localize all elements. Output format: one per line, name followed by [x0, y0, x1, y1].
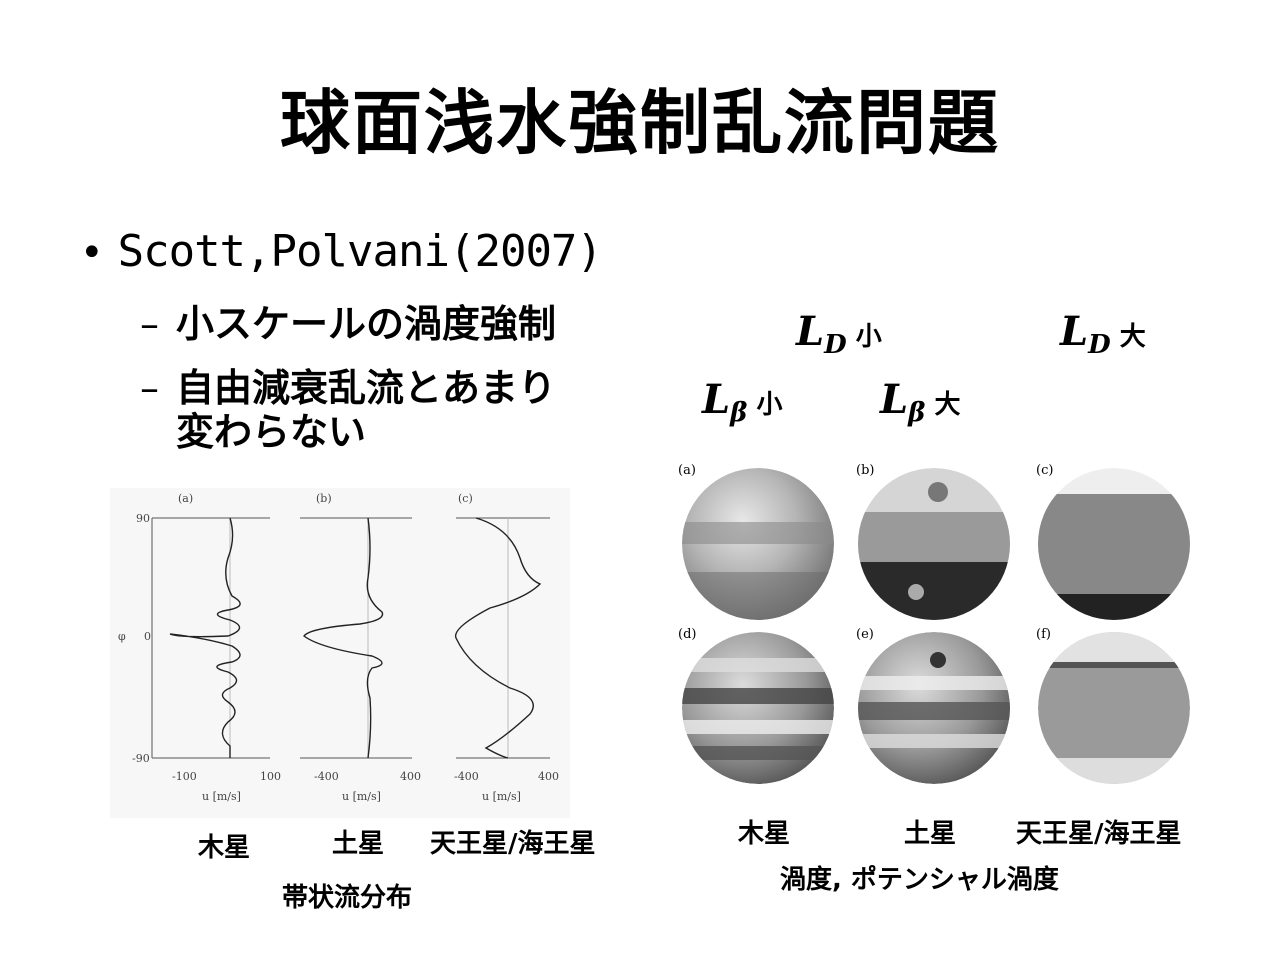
sphere-letter-a: (a) — [678, 463, 696, 478]
bullet-sub-2: – 自由減衰乱流とあまり 変わらない — [140, 366, 556, 454]
panel-letter: (a) — [178, 492, 193, 505]
slide-title: 球面浅水強制乱流問題 — [280, 82, 1000, 164]
bullet-main-text: Scott,Polvani(2007) — [117, 226, 603, 277]
bullet-sub-2-text-line2: 変わらない — [176, 410, 367, 454]
lb-symbol: Lβ — [702, 376, 748, 429]
caption-zonal-flow: 帯状流分布 — [282, 883, 413, 913]
x-label: u [m/s] — [342, 790, 381, 803]
caption-jupiter-sphere: 木星 — [738, 819, 791, 849]
y-axis-label: φ — [118, 630, 126, 643]
x-min: -400 — [314, 770, 339, 783]
bullet-sub-2-text-line1: 自由減衰乱流とあまり — [176, 366, 557, 410]
bullet-sub-1-text: 小スケールの渦度強制 — [176, 302, 557, 346]
sphere-c — [1038, 468, 1190, 620]
x-label: u [m/s] — [202, 790, 241, 803]
y-tick-0: 0 — [144, 630, 151, 643]
x-max: 400 — [400, 770, 421, 783]
ld-symbol: LD — [796, 308, 847, 361]
sphere-b — [858, 468, 1010, 620]
x-max: 400 — [538, 770, 559, 783]
caption-saturn-profile: 土星 — [332, 829, 385, 859]
bullet-main: • Scott,Polvani(2007) — [80, 226, 603, 279]
caption-uranus-neptune-profile: 天王星/海王星 — [430, 829, 596, 859]
sphere-letter-f: (f) — [1036, 627, 1051, 642]
ld-symbol: LD — [1060, 308, 1111, 361]
zonal-profile-figure: φ 90 0 -90 (a) -100 100 u [m/s] (b) -400… — [110, 488, 570, 818]
sphere-letter-b: (b) — [856, 463, 874, 478]
lb-large-label: 大 — [934, 390, 961, 420]
panel-letter: (b) — [316, 492, 332, 505]
sphere-f — [1038, 632, 1190, 784]
sphere-letter-e: (e) — [856, 627, 874, 642]
caption-uranus-neptune-sphere: 天王星/海王星 — [1016, 819, 1182, 849]
sphere-d — [682, 632, 834, 784]
sphere-e — [858, 632, 1010, 784]
sphere-letter-d: (d) — [678, 627, 696, 642]
sphere-a — [682, 468, 834, 620]
vorticity-spheres-figure: (a) (b) (c) (d) (e) (f) — [678, 463, 1190, 784]
x-min: -100 — [172, 770, 197, 783]
bullet-sub-1: – 小スケールの渦度強制 — [140, 302, 556, 346]
param-ld-large: LD 大 — [1060, 312, 1146, 361]
param-lb-small: Lβ 小 — [702, 380, 783, 429]
caption-jupiter-profile: 木星 — [198, 833, 251, 863]
param-ld-small: LD 小 — [796, 312, 882, 361]
profile-panel-b: (b) -400 400 u [m/s] — [300, 492, 421, 803]
x-min: -400 — [454, 770, 479, 783]
param-lb-large: Lβ 大 — [880, 380, 961, 429]
profile-panel-c: (c) -400 400 u [m/s] — [454, 492, 559, 803]
bullet-dot: • — [80, 230, 104, 276]
lb-small-label: 小 — [756, 390, 783, 420]
sphere-letter-c: (c) — [1036, 463, 1053, 478]
x-label: u [m/s] — [482, 790, 521, 803]
panel-letter: (c) — [458, 492, 473, 505]
ld-large-label: 大 — [1119, 322, 1146, 352]
ld-small-label: 小 — [855, 322, 882, 352]
lb-symbol: Lβ — [880, 376, 926, 429]
dash-icon: – — [140, 366, 159, 410]
dash-icon: – — [140, 302, 159, 346]
x-max: 100 — [260, 770, 281, 783]
y-tick-90: 90 — [136, 512, 150, 525]
caption-saturn-sphere: 土星 — [904, 819, 957, 849]
caption-vorticity: 渦度, ポテンシャル渦度 — [780, 865, 1059, 895]
profile-panel-a: (a) -100 100 u [m/s] — [151, 492, 281, 803]
y-tick-neg90: -90 — [132, 752, 150, 765]
